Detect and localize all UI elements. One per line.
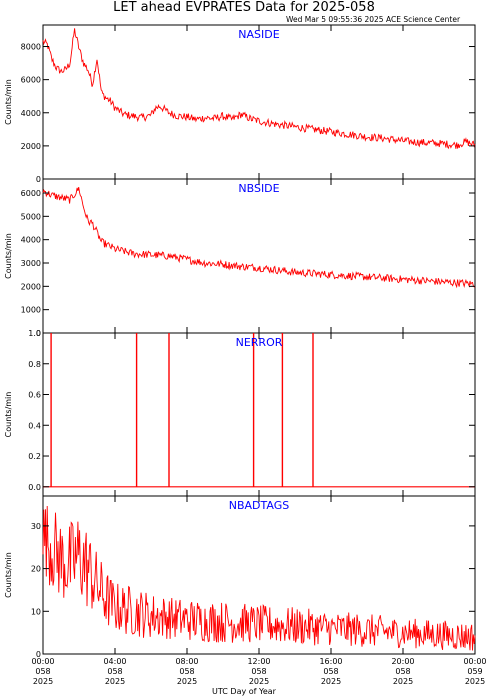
y-tick-label: 0: [36, 175, 41, 184]
x-tick-label-time: 00:00: [31, 657, 54, 666]
series-line-naside: [42, 28, 476, 150]
series-line-nbside: [42, 187, 476, 289]
y-axis-label: Counts/min: [4, 552, 13, 598]
x-tick-label-year: 2025: [393, 677, 413, 686]
y-axis-label: Counts/min: [4, 233, 13, 279]
y-tick-label: 2000: [21, 142, 41, 151]
x-tick-label-doy: 058: [179, 667, 194, 676]
x-tick-label-year: 2025: [33, 677, 53, 686]
panel-frame-nerror: [42, 332, 476, 497]
y-tick-label: 0: [36, 329, 41, 338]
y-tick-label: 10: [31, 607, 41, 616]
x-tick-label-year: 2025: [105, 677, 125, 686]
y-tick-label: 2000: [21, 282, 41, 291]
panel-frame-nbside: [42, 178, 476, 334]
x-tick-label-year: 2025: [177, 677, 197, 686]
x-tick-label-doy: 059: [467, 667, 482, 676]
x-tick-label-time: 08:00: [175, 657, 198, 666]
y-tick-label: 1.0: [28, 329, 41, 338]
x-tick-label-year: 2025: [321, 677, 341, 686]
y-tick-label: 0.8: [28, 360, 41, 369]
y-tick-label: 6000: [21, 76, 41, 85]
x-tick-label-time: 00:00: [463, 657, 486, 666]
x-tick-label-time: 04:00: [103, 657, 126, 666]
x-tick-label-time: 16:00: [319, 657, 342, 666]
y-tick-label: 0.0: [28, 483, 41, 492]
y-tick-label: 4000: [21, 236, 41, 245]
x-tick-label-doy: 058: [35, 667, 50, 676]
y-tick-label: 1000: [21, 306, 41, 315]
panel-title-nerror: NERROR: [236, 336, 283, 349]
chart-title: LET ahead EVPRATES Data for 2025-058: [113, 0, 375, 15]
panel-frame-naside: [42, 24, 476, 180]
y-tick-label: 0.6: [28, 391, 41, 400]
y-tick-label: 3000: [21, 259, 41, 268]
timestamp: Wed Mar 5 09:55:36 2025 ACE Science Cent…: [286, 15, 461, 24]
panel-title-nbside: NBSIDE: [238, 182, 279, 195]
y-tick-label: 5000: [21, 212, 41, 221]
x-tick-label-year: 2025: [249, 677, 269, 686]
panel-title-naside: NASIDE: [238, 28, 279, 41]
x-tick-label-doy: 058: [107, 667, 122, 676]
y-axis-label: Counts/min: [4, 392, 13, 438]
panel-title-nbadtags: NBADTAGS: [229, 499, 289, 512]
x-tick-label-year: 2025: [465, 677, 485, 686]
x-tick-label-time: 12:00: [247, 657, 270, 666]
x-axis-title: UTC Day of Year: [212, 687, 276, 696]
y-tick-label: 0.4: [28, 421, 41, 430]
y-tick-label: 0: [36, 650, 41, 659]
y-tick-label: 8000: [21, 43, 41, 52]
y-tick-label: 0.2: [28, 452, 41, 461]
x-tick-label-doy: 058: [323, 667, 338, 676]
y-axis-label: Counts/min: [4, 79, 13, 125]
x-tick-label-time: 20:00: [391, 657, 414, 666]
y-tick-label: 30: [31, 522, 41, 531]
y-tick-label: 4000: [21, 109, 41, 118]
x-tick-label-doy: 058: [395, 667, 410, 676]
y-tick-label: 6000: [21, 189, 41, 198]
y-tick-label: 20: [31, 565, 41, 574]
series-line-nbadtags: [42, 505, 476, 651]
x-tick-label-doy: 058: [251, 667, 266, 676]
